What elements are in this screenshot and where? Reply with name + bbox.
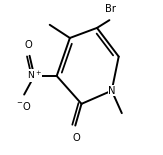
- Text: O: O: [72, 133, 80, 143]
- Text: Br: Br: [105, 4, 116, 14]
- Text: O: O: [25, 40, 33, 50]
- Text: $^{-}$O: $^{-}$O: [16, 100, 31, 112]
- Text: N: N: [108, 86, 115, 96]
- Text: N$^+$: N$^+$: [27, 70, 42, 82]
